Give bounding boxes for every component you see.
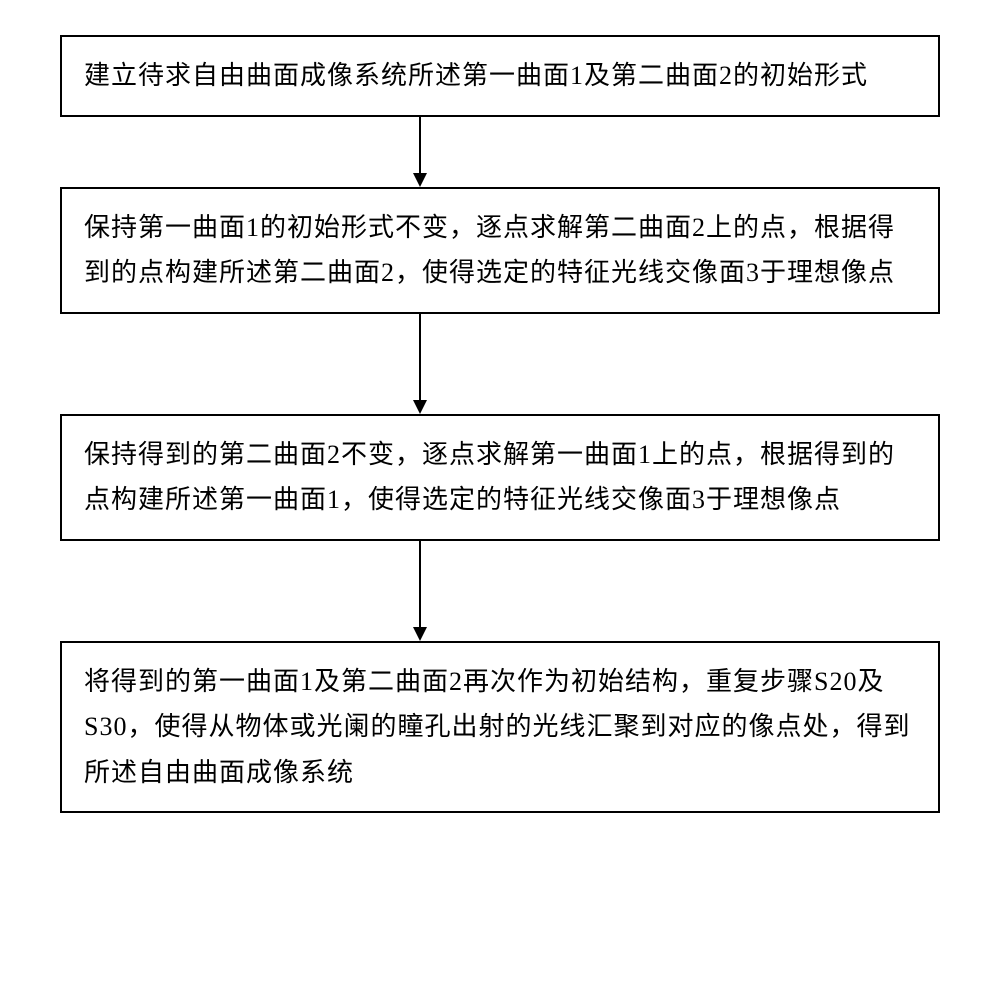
box-text-2: 保持第一曲面1的初始形式不变，逐点求解第二曲面2上的点，根据得到的点构建所述第二… (84, 213, 895, 288)
flowchart-box-3: 保持得到的第二曲面2不变，逐点求解第一曲面1上的点，根据得到的点构建所述第一曲面… (60, 414, 940, 541)
box-text-3: 保持得到的第二曲面2不变，逐点求解第一曲面1上的点，根据得到的点构建所述第一曲面… (84, 440, 895, 515)
arrow-down-icon (410, 314, 430, 414)
flowchart-box-1: 建立待求自由曲面成像系统所述第一曲面1及第二曲面2的初始形式 (60, 35, 940, 117)
flowchart-container: 建立待求自由曲面成像系统所述第一曲面1及第二曲面2的初始形式 保持第一曲面1的初… (60, 35, 940, 813)
arrow-container-1 (60, 117, 940, 187)
flowchart-box-4: 将得到的第一曲面1及第二曲面2再次作为初始结构，重复步骤S20及S30，使得从物… (60, 641, 940, 814)
flowchart-box-2: 保持第一曲面1的初始形式不变，逐点求解第二曲面2上的点，根据得到的点构建所述第二… (60, 187, 940, 314)
box-text-4: 将得到的第一曲面1及第二曲面2再次作为初始结构，重复步骤S20及S30，使得从物… (84, 667, 910, 787)
arrow-container-3 (60, 541, 940, 641)
arrow-down-icon (410, 541, 430, 641)
arrow-container-2 (60, 314, 940, 414)
arrow-down-icon (410, 117, 430, 187)
box-text-1: 建立待求自由曲面成像系统所述第一曲面1及第二曲面2的初始形式 (84, 61, 868, 90)
